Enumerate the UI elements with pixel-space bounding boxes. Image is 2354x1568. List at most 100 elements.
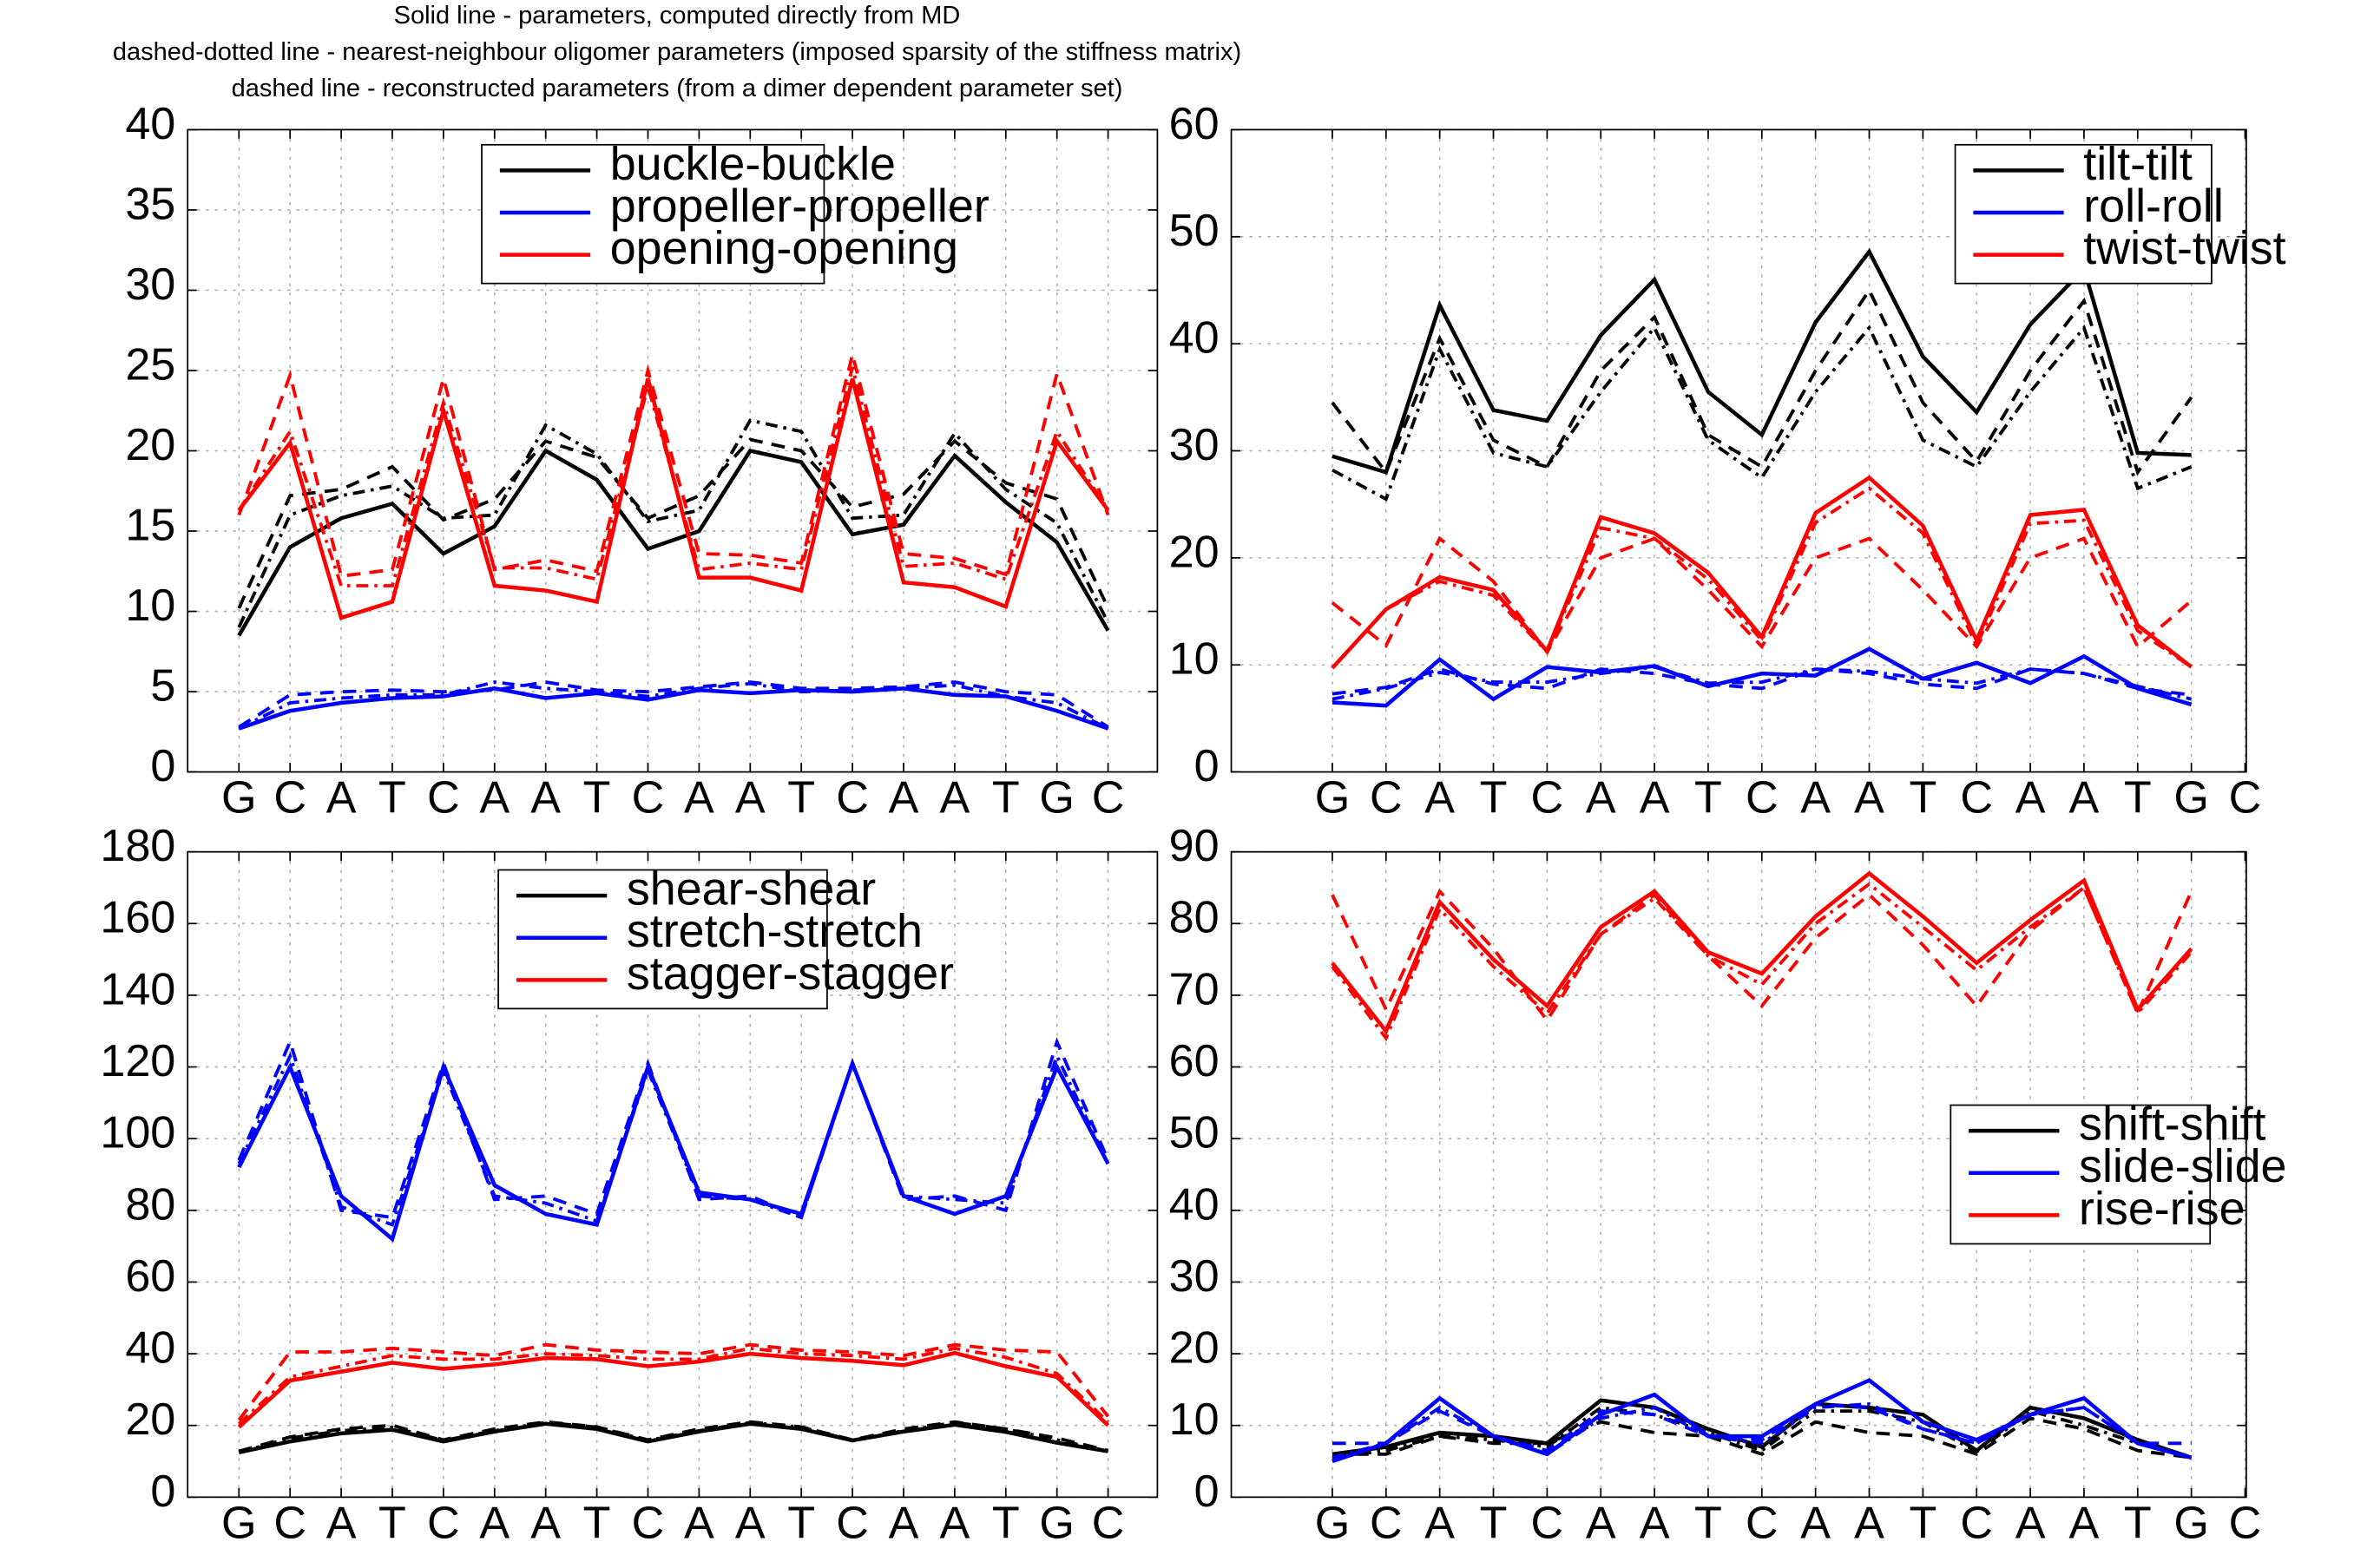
y-tick-label: 0 (150, 741, 175, 791)
x-tick-label: A (530, 773, 561, 823)
x-tick-label: T (1694, 1498, 1722, 1548)
y-tick-label: 120 (100, 1036, 175, 1086)
x-tick-label: C (2229, 1498, 2262, 1548)
series-line-shear-shear-solid (238, 1421, 1108, 1454)
y-tick-label: 20 (125, 1394, 175, 1445)
header-line-3: dashed line - reconstructed parameters (… (231, 75, 1123, 102)
x-tick-label: G (2173, 1498, 2209, 1548)
x-tick-label: C (273, 1498, 306, 1548)
series-line-propeller-propeller-dashdot (238, 680, 1109, 731)
y-tick-label: 180 (100, 821, 175, 871)
x-tick-label: T (1480, 1498, 1508, 1548)
y-tick-label: 140 (100, 964, 175, 1014)
x-tick-label: C (273, 773, 306, 823)
x-tick-label: A (2015, 773, 2046, 823)
x-tick-label: C (632, 1498, 665, 1548)
x-tick-label: A (735, 1498, 766, 1548)
x-tick-label: G (1039, 773, 1075, 823)
y-tick-label: 40 (1169, 313, 1220, 364)
series-line-roll-roll-dashdot (1332, 665, 2193, 701)
x-tick-label: C (1370, 773, 1403, 823)
series-line-buckle-buckle-dashdot (237, 418, 1110, 628)
legend-label-opening-opening: opening-opening (610, 222, 958, 274)
y-tick-label: 100 (100, 1108, 175, 1158)
y-tick-label: 20 (1169, 1323, 1220, 1374)
y-tick-label: 30 (1169, 420, 1220, 470)
y-tick-label: 90 (1169, 821, 1220, 871)
x-tick-label: C (427, 1498, 460, 1548)
y-tick-label: 50 (1169, 206, 1220, 256)
x-tick-label: A (1424, 773, 1455, 823)
y-tick-label: 80 (125, 1179, 175, 1230)
x-tick-label: A (1586, 773, 1616, 823)
y-tick-label: 160 (100, 893, 175, 943)
x-tick-label: G (1315, 773, 1351, 823)
series-line-rise-rise-dashdot (1331, 882, 2193, 1042)
x-tick-label: G (1315, 1498, 1351, 1548)
x-tick-label: A (735, 773, 766, 823)
x-tick-label: A (2069, 773, 2100, 823)
x-tick-label: C (1960, 1498, 1993, 1548)
y-tick-label: 0 (1194, 1466, 1220, 1517)
x-tick-label: C (1531, 1498, 1564, 1548)
x-tick-label: A (684, 1498, 714, 1548)
series-line-twist-twist-solid (1331, 475, 2193, 670)
legend-label-tilt-tilt: tilt-tilt (2083, 138, 2193, 190)
legend-label-buckle-buckle: buckle-buckle (610, 138, 896, 190)
x-tick-label: C (836, 1498, 869, 1548)
x-tick-label: A (940, 1498, 970, 1548)
x-tick-label: C (1370, 1498, 1403, 1548)
y-tick-label: 70 (1169, 964, 1220, 1014)
series-line-tilt-tilt-dashdot (1332, 324, 2193, 502)
axes-box (1230, 850, 2247, 1499)
x-tick-label: T (2124, 1498, 2152, 1548)
x-tick-label: A (530, 1498, 561, 1548)
y-tick-label: 20 (125, 420, 175, 470)
y-tick-label: 10 (1169, 1394, 1220, 1445)
series-line-roll-roll-solid (1332, 646, 2193, 708)
legend: shear-shearstretch-stretchstagger-stagge… (497, 863, 954, 1010)
y-tick-label: 60 (1169, 1036, 1220, 1086)
x-tick-label: C (2229, 773, 2262, 823)
x-tick-label: T (1694, 773, 1722, 823)
y-tick-label: 0 (150, 1466, 175, 1517)
series-line-shift-shift-dashdot (1332, 1406, 2193, 1460)
x-tick-label: T (583, 1498, 611, 1548)
series-line-twist-twist-dashdot (1331, 486, 2193, 670)
x-tick-label: C (632, 773, 665, 823)
x-tick-label: T (992, 773, 1020, 823)
x-tick-label: T (378, 773, 406, 823)
series-line-slide-slide-dashed (1332, 1402, 2192, 1453)
x-tick-label: T (1909, 773, 1936, 823)
series-line-slide-slide-dashdot (1332, 1402, 2193, 1460)
x-tick-label: G (2173, 773, 2209, 823)
series-line-stagger-stagger-solid (237, 1350, 1110, 1429)
series-line-buckle-buckle-dashed (237, 437, 1110, 609)
x-tick-label: C (1092, 773, 1125, 823)
x-tick-label: A (940, 773, 970, 823)
axes-box (187, 850, 1159, 1499)
x-tick-label: C (1746, 773, 1779, 823)
legend-label-twist-twist: twist-twist (2083, 222, 2285, 274)
series-line-stretch-stretch-solid (237, 1057, 1110, 1243)
x-tick-label: C (1746, 1498, 1779, 1548)
legend-label-rise-rise: rise-rise (2079, 1183, 2246, 1235)
legend-label-shift-shift: shift-shift (2079, 1099, 2266, 1151)
y-tick-label: 25 (125, 339, 175, 390)
x-tick-label: A (326, 773, 357, 823)
x-tick-label: C (836, 773, 869, 823)
x-tick-label: A (2069, 1498, 2100, 1548)
x-tick-label: A (1640, 1498, 1670, 1548)
y-tick-label: 80 (1169, 893, 1220, 943)
y-tick-label: 50 (1169, 1108, 1220, 1158)
series-line-shift-shift-dashed (1332, 1416, 2192, 1460)
series-line-stagger-stagger-dashed (237, 1342, 1110, 1421)
header-line-1: Solid line - parameters, computed direct… (393, 2, 961, 30)
x-tick-label: C (1092, 1498, 1125, 1548)
y-tick-label: 5 (150, 661, 175, 712)
x-tick-label: A (1800, 1498, 1831, 1548)
x-tick-label: T (787, 773, 815, 823)
series-line-stagger-stagger-dashdot (237, 1346, 1109, 1426)
